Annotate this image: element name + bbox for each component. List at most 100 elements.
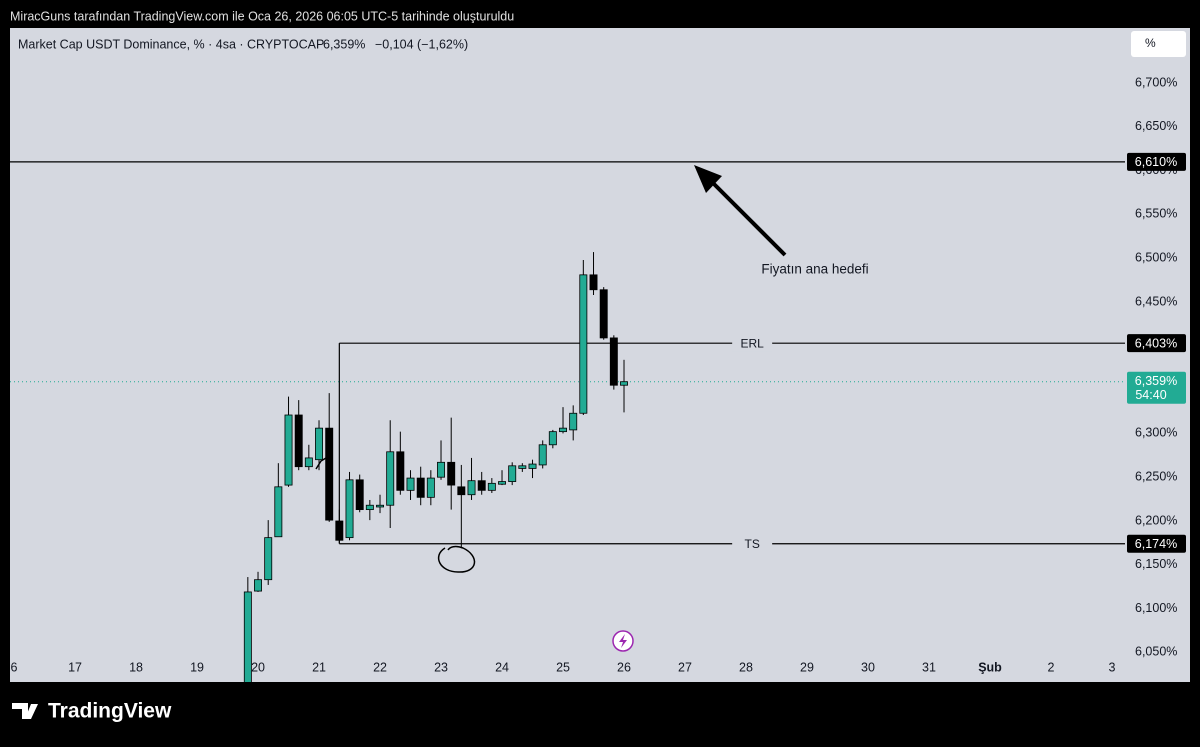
level-name-bg [732, 535, 773, 552]
x-tick-label: 27 [678, 660, 692, 674]
chart-panel [10, 28, 1190, 682]
annotation: Fiyatın ana hedefi [761, 262, 868, 277]
candle-body [569, 412, 578, 431]
candle-body [589, 274, 598, 291]
x-tick-label: Şub [978, 660, 1002, 674]
header-change: −0,104 (−1,62%) [375, 37, 468, 51]
symbol-title: Market Cap USDT Dominance, % · 4sa · CRY… [18, 37, 324, 51]
candle-body [284, 414, 293, 486]
y-tick-label: 6,050% [1135, 645, 1177, 659]
y-tick-label: 6,500% [1135, 251, 1177, 265]
candle-body [243, 591, 252, 682]
candle-body [528, 463, 537, 469]
level-badge-label: 6,403% [1135, 336, 1177, 350]
candle-body [406, 477, 415, 491]
scale-button[interactable] [1131, 31, 1186, 57]
candle-body [609, 337, 618, 386]
candle-body [304, 457, 313, 468]
arrow-head [694, 165, 722, 193]
candle-body [457, 486, 466, 496]
x-tick-label: 28 [739, 660, 753, 674]
y-tick-label: 6,150% [1135, 557, 1177, 571]
scale-button-label[interactable]: % [1145, 36, 1156, 50]
candle-body [416, 477, 425, 498]
candle-body [376, 504, 384, 508]
x-tick-label: 30 [861, 660, 875, 674]
x-tick-label: 26 [617, 660, 631, 674]
candle-body [579, 274, 588, 414]
candle-body [315, 427, 323, 461]
candle-body [447, 461, 456, 486]
y-tick-label: 6,200% [1135, 513, 1177, 527]
plot-area: ERL TS [10, 161, 1125, 682]
level-name: ERL [740, 336, 764, 350]
countdown: 54:40 [1135, 388, 1166, 402]
level-badge [1127, 334, 1186, 353]
level-name: TS [744, 537, 759, 551]
x-tick-label: 29 [800, 660, 814, 674]
candle-body [335, 520, 344, 541]
caption: MiracGuns tarafından TradingView.com ile… [10, 9, 514, 23]
candle-body [355, 479, 364, 511]
level-badge-label: 6,610% [1135, 155, 1177, 169]
level-badge [1127, 534, 1186, 553]
candle-body [477, 480, 486, 491]
header-price: 6,359% [323, 37, 365, 51]
candle-body [396, 451, 405, 491]
x-tick-label: 31 [922, 660, 936, 674]
candle-body [559, 427, 567, 433]
candle-body [274, 486, 283, 538]
candle-body [386, 451, 395, 506]
axes: 6,050% 6,100% 6,150% 6,200% 6,250% 6,300% 6,35… [11, 75, 1186, 674]
x-tick-label: 3 [1109, 660, 1116, 674]
level-badge [1127, 152, 1186, 171]
y-tick-label: 6,100% [1135, 601, 1177, 615]
y-tick-label: 6,550% [1135, 207, 1177, 221]
y-tick-label: 6,650% [1135, 119, 1177, 133]
candle-body [345, 479, 354, 539]
x-tick-label: 17 [68, 660, 82, 674]
x-tick-label: 23 [434, 660, 448, 674]
x-tick-label: 18 [129, 660, 143, 674]
x-tick-label: 6 [11, 660, 18, 674]
candle-body [620, 381, 628, 386]
candle-body [548, 431, 557, 446]
candle-body [538, 444, 547, 466]
level-badge-label: 6,174% [1135, 537, 1177, 551]
x-tick-label: 20 [251, 660, 265, 674]
candle-body [254, 579, 262, 592]
candle-body [325, 427, 334, 521]
brand-name: TradingView [48, 700, 172, 723]
candle-body [498, 481, 506, 485]
x-tick-label: 19 [190, 660, 204, 674]
candle-body [264, 537, 273, 581]
x-tick-label: 25 [556, 660, 570, 674]
hand-drawn-circle [437, 545, 476, 573]
hand-drawn-mark [315, 457, 327, 470]
level-name-bg [732, 335, 773, 352]
brand-logo [12, 703, 38, 719]
y-tick-label: 6,700% [1135, 75, 1177, 89]
candle-body [599, 289, 608, 339]
last-price-label: 6,359% [1135, 374, 1177, 388]
event-icon-bolt [619, 634, 627, 648]
x-tick-label: 22 [373, 660, 387, 674]
x-tick-label: 24 [495, 660, 509, 674]
candle-body [365, 504, 374, 511]
x-tick-label: 21 [312, 660, 326, 674]
candle-body [487, 482, 496, 491]
y-tick-label: 6,300% [1135, 426, 1177, 440]
candle-body [508, 465, 517, 482]
candle-body [518, 465, 527, 469]
y-tick-label: 6,450% [1135, 294, 1177, 308]
candle-body [426, 477, 435, 498]
last-price-badge [1127, 371, 1186, 404]
annotation-arrow [710, 180, 787, 257]
candle-body [437, 461, 445, 478]
candle-body [294, 414, 303, 468]
candle-body [467, 480, 476, 496]
y-tick-label: 6,250% [1135, 469, 1177, 483]
x-tick-label: 2 [1048, 660, 1055, 674]
